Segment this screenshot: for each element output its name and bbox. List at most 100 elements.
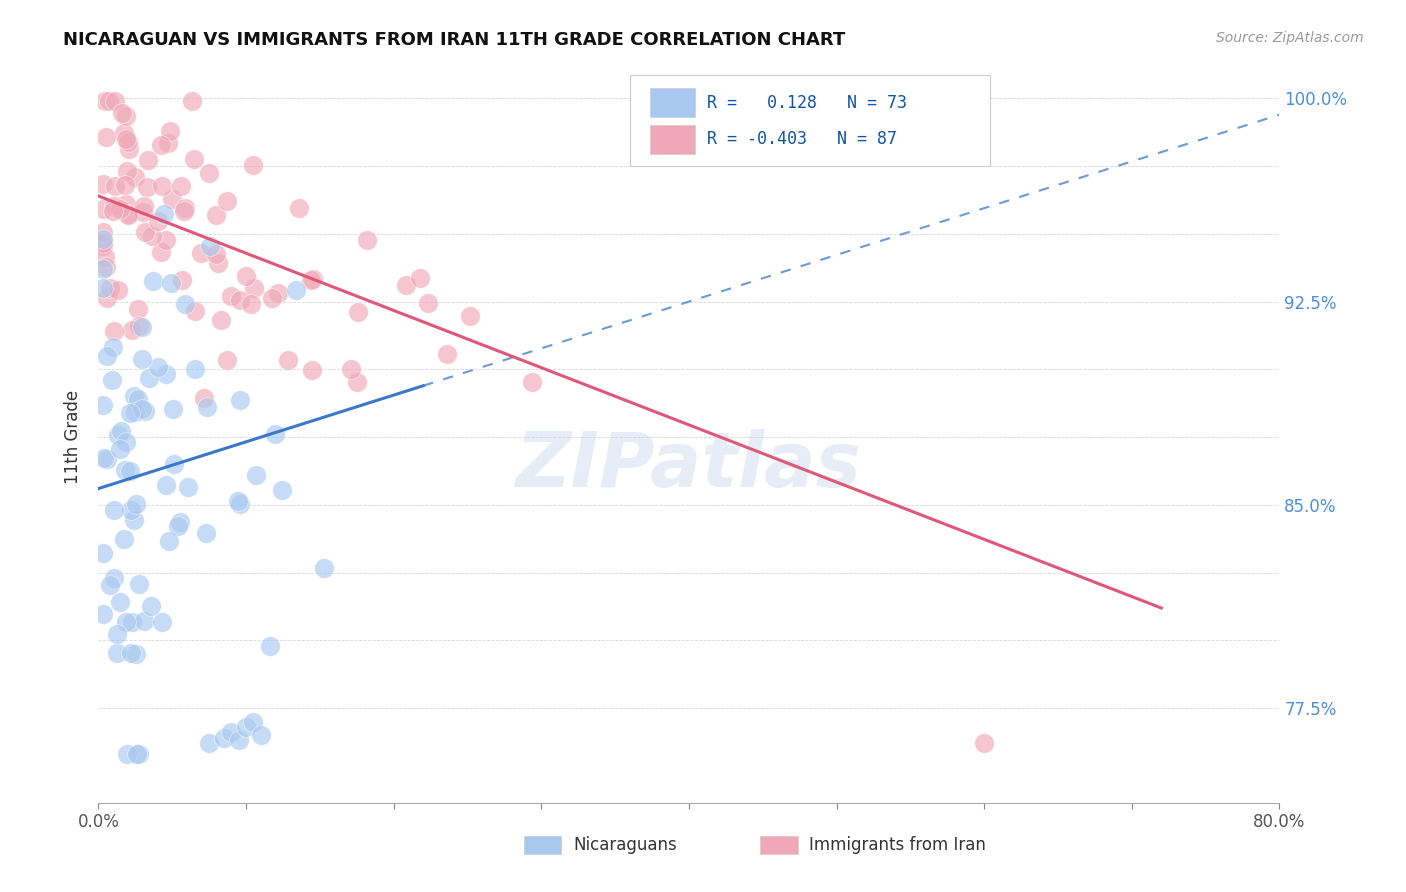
Point — [127, 392, 149, 407]
Point — [118, 465, 141, 479]
Text: Immigrants from Iran: Immigrants from Iran — [810, 836, 986, 855]
FancyBboxPatch shape — [630, 75, 990, 167]
Point — [136, 153, 159, 168]
Point — [973, 736, 995, 750]
Point — [93, 450, 115, 465]
Point — [235, 720, 257, 734]
Point — [172, 273, 194, 287]
Point — [117, 208, 139, 222]
Point — [155, 478, 177, 492]
Point — [267, 285, 290, 300]
Text: Nicaraguans: Nicaraguans — [574, 836, 676, 855]
Point — [198, 166, 221, 180]
Point — [93, 250, 115, 264]
Point — [250, 728, 273, 742]
Point — [141, 599, 163, 613]
Point — [115, 615, 138, 629]
Point — [242, 158, 264, 172]
Point — [121, 323, 143, 337]
Point — [104, 179, 127, 194]
Point — [217, 194, 239, 209]
Point — [190, 245, 212, 260]
Point — [117, 135, 139, 149]
Point — [110, 202, 132, 216]
Point — [160, 192, 183, 206]
Point — [114, 434, 136, 449]
Point — [181, 94, 204, 108]
Point — [104, 94, 127, 108]
Point — [243, 281, 266, 295]
Point — [205, 247, 228, 261]
Bar — [650, 88, 695, 118]
Point — [124, 648, 146, 662]
Point — [183, 152, 205, 166]
Point — [115, 196, 138, 211]
Point — [101, 373, 124, 387]
Point — [155, 367, 177, 381]
Point — [131, 401, 153, 416]
Point — [160, 277, 183, 291]
Point — [128, 747, 150, 761]
Point — [157, 136, 180, 150]
Point — [112, 532, 135, 546]
Point — [131, 319, 153, 334]
Point — [245, 467, 267, 482]
Point — [150, 178, 173, 193]
Point — [177, 479, 200, 493]
Point — [146, 214, 169, 228]
Point — [198, 238, 221, 252]
Point — [141, 229, 163, 244]
Point — [114, 178, 136, 192]
Point — [115, 109, 138, 123]
Point — [184, 304, 207, 318]
Point — [98, 578, 121, 592]
Point — [127, 302, 149, 317]
Point — [91, 238, 114, 252]
Point — [277, 352, 299, 367]
Y-axis label: 11th Grade: 11th Grade — [65, 390, 83, 484]
Text: NICARAGUAN VS IMMIGRANTS FROM IRAN 11TH GRADE CORRELATION CHART: NICARAGUAN VS IMMIGRANTS FROM IRAN 11TH … — [63, 31, 845, 49]
Point — [124, 404, 146, 418]
Point — [226, 493, 249, 508]
Point — [229, 497, 252, 511]
Point — [111, 106, 134, 120]
Point — [134, 404, 156, 418]
Point — [152, 206, 174, 220]
Point — [101, 203, 124, 218]
Point — [120, 646, 142, 660]
Point — [118, 207, 141, 221]
Point — [167, 519, 190, 533]
Point — [103, 324, 125, 338]
Text: R =   0.128   N = 73: R = 0.128 N = 73 — [707, 94, 907, 112]
Bar — [759, 836, 797, 854]
Point — [162, 402, 184, 417]
Point — [132, 614, 155, 628]
Point — [131, 351, 153, 366]
Point — [149, 138, 172, 153]
Point — [229, 392, 252, 407]
Point — [198, 736, 221, 750]
Point — [194, 526, 217, 541]
Point — [169, 179, 191, 194]
Point — [91, 202, 114, 216]
Point — [122, 389, 145, 403]
Point — [302, 271, 325, 285]
Point — [117, 163, 139, 178]
Point — [122, 513, 145, 527]
Point — [107, 627, 129, 641]
Point — [128, 577, 150, 591]
Point — [142, 274, 165, 288]
Point — [520, 375, 543, 389]
Point — [235, 268, 257, 283]
Point — [169, 516, 191, 530]
Point — [131, 204, 153, 219]
Point — [155, 233, 177, 247]
Point — [157, 533, 180, 548]
Point — [209, 313, 232, 327]
Point — [240, 296, 263, 310]
Point — [146, 359, 169, 374]
Point — [215, 352, 238, 367]
Point — [134, 199, 156, 213]
Point — [260, 291, 283, 305]
Point — [264, 426, 287, 441]
